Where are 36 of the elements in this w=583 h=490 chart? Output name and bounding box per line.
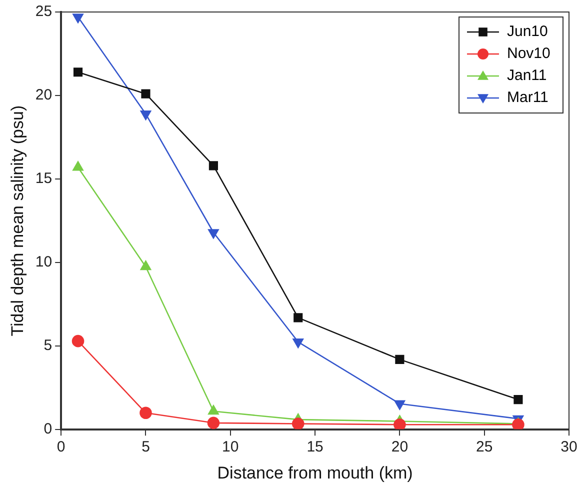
legend-label: Mar11: [507, 89, 548, 106]
legend-label: Nov10: [507, 45, 550, 62]
x-tick-label: 10: [222, 438, 239, 456]
y-tick-label: 5: [44, 337, 52, 354]
legend-label: Jun10: [507, 23, 548, 40]
x-tick-label: 30: [560, 438, 578, 456]
y-tick-label: 10: [35, 254, 52, 271]
point: [72, 334, 84, 348]
point: [140, 110, 152, 120]
y-tick-label: 20: [35, 86, 52, 104]
point: [294, 313, 303, 322]
y-tick-label: 25: [35, 3, 52, 20]
x-axis-title: Distance from mouth (km): [217, 463, 413, 482]
point: [141, 89, 150, 98]
point: [394, 418, 406, 430]
point: [208, 405, 219, 415]
y-tick-label: 15: [35, 170, 52, 188]
point: [207, 416, 220, 430]
x-tick-label: 15: [306, 438, 324, 456]
legend-label: Jan11: [507, 67, 547, 84]
x-tick-label: 20: [391, 438, 408, 456]
point: [140, 406, 152, 420]
point: [395, 354, 404, 364]
x-tick-label: 0: [56, 438, 66, 456]
y-axis-title: Tidal depth mean salinity (psu): [8, 105, 27, 336]
point: [208, 161, 218, 170]
point: [208, 229, 219, 239]
point: [514, 394, 523, 404]
point: [72, 14, 84, 24]
point: [73, 68, 83, 77]
point: [292, 418, 304, 430]
point: [512, 418, 524, 430]
x-tick-label: 25: [476, 438, 493, 456]
point: [140, 260, 152, 270]
y-tick-label: 0: [44, 420, 52, 438]
x-tick-label: 5: [142, 438, 150, 456]
